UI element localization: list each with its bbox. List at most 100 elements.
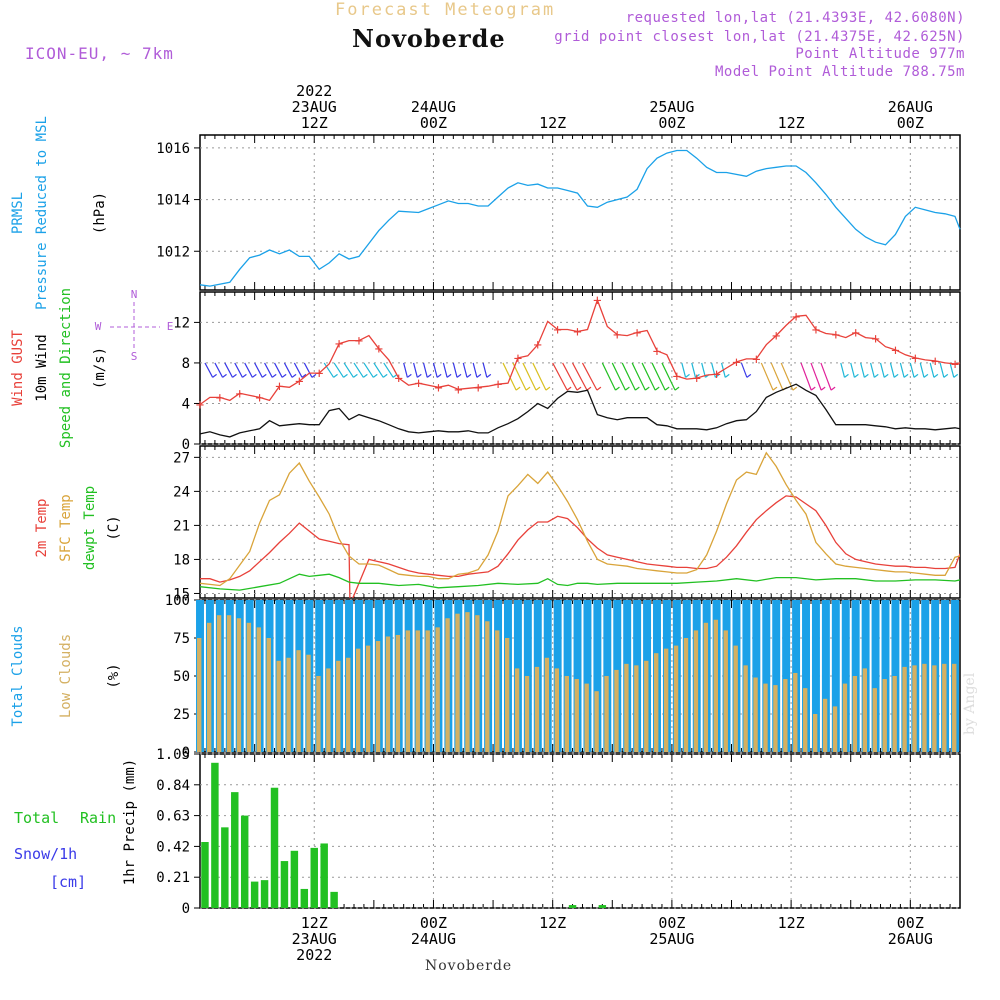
low-cloud-bar bbox=[415, 630, 420, 752]
wind-arrow bbox=[452, 362, 458, 378]
wind-arrow-head bbox=[222, 373, 227, 378]
wind-arrow bbox=[303, 362, 313, 378]
wind-arrow-head bbox=[933, 373, 939, 378]
wind-arrow-head bbox=[261, 373, 267, 378]
temp-unit: (C) bbox=[106, 515, 122, 540]
gust-marker: + bbox=[534, 338, 542, 354]
wind-arrow bbox=[442, 362, 448, 378]
low-cloud-bar bbox=[534, 666, 540, 752]
precip-bar bbox=[240, 815, 249, 908]
wind-arrow-head bbox=[674, 386, 680, 391]
wind-arrow bbox=[850, 362, 855, 378]
wind-arrow bbox=[691, 362, 697, 378]
low-cloud-bar bbox=[465, 612, 470, 752]
low-cloud-bar bbox=[286, 657, 291, 752]
wind-arrow-head bbox=[634, 386, 640, 391]
total-cloud-bar bbox=[782, 600, 791, 752]
pressure-unit: (hPa) bbox=[92, 192, 108, 234]
wind-arrow-head bbox=[596, 386, 602, 391]
wind-arrow bbox=[363, 362, 374, 378]
wind-arrow-head bbox=[301, 373, 307, 378]
wind-arrow-head bbox=[566, 386, 572, 391]
total-cloud-bar bbox=[762, 600, 771, 752]
gust-marker: + bbox=[275, 379, 283, 395]
wind-arrow bbox=[949, 362, 955, 378]
wind-arrow bbox=[462, 362, 468, 378]
total-cloud-bar bbox=[821, 600, 830, 752]
gust-marker: + bbox=[772, 329, 780, 345]
compass-s: S bbox=[131, 350, 138, 363]
temp-line-2m-temp bbox=[200, 495, 960, 598]
wind-arrow bbox=[403, 362, 408, 378]
low-cloud-bar bbox=[773, 685, 778, 752]
bottom-time-label: 12Z bbox=[778, 914, 805, 932]
low-cloud-bar bbox=[276, 660, 281, 752]
total-cloud-bar bbox=[831, 600, 840, 752]
wind-arrow-head bbox=[685, 373, 690, 378]
low-cloud-bar bbox=[654, 653, 659, 752]
low-cloud-bar bbox=[723, 630, 728, 752]
y-tick-label: 25 bbox=[173, 707, 190, 723]
wind-arrow-head bbox=[456, 373, 462, 378]
wind-label-10m: 10m Wind bbox=[34, 334, 50, 401]
wind-arrow bbox=[532, 362, 547, 391]
wind-arrow-head bbox=[291, 373, 297, 378]
gust-marker: + bbox=[573, 325, 581, 341]
gust-marker: + bbox=[891, 343, 899, 359]
bottom-time-label: 2022 bbox=[296, 946, 332, 964]
low-cloud-bar bbox=[514, 668, 520, 752]
wind-arrow-head bbox=[436, 373, 442, 378]
low-cloud-bar bbox=[733, 645, 738, 752]
low-cloud-bar bbox=[206, 622, 212, 752]
gust-marker: + bbox=[712, 367, 720, 383]
low-cloud-bar bbox=[574, 679, 579, 752]
wind-arrow-head bbox=[212, 373, 217, 378]
low-cloud-bar bbox=[693, 630, 699, 752]
low-cloud-bar bbox=[912, 665, 917, 752]
wind-arrow bbox=[254, 362, 263, 378]
low-cloud-bar bbox=[763, 683, 768, 752]
wind-arrow-head bbox=[664, 386, 670, 391]
wind-arrow bbox=[919, 362, 925, 378]
gust-marker: + bbox=[812, 322, 820, 338]
point-altitude: Point Altitude 977m bbox=[795, 46, 965, 62]
low-cloud-bar bbox=[544, 657, 550, 752]
low-cloud-bar bbox=[783, 679, 788, 752]
model-label: ICON-EU, ~ 7km bbox=[25, 44, 174, 63]
wind-arrow bbox=[273, 362, 283, 378]
wind-arrow-head bbox=[466, 373, 472, 378]
precip-unit: 1hr Precip (mm) bbox=[122, 759, 138, 885]
wind-label-gust: Wind GUST bbox=[10, 330, 26, 406]
low-cloud-bar bbox=[455, 613, 460, 752]
wind-arrow-head bbox=[281, 373, 287, 378]
top-time-label: 00Z bbox=[420, 114, 447, 132]
temp-line-sfc-temp bbox=[200, 451, 960, 587]
total-cloud-bar bbox=[772, 600, 781, 752]
wind-arrow-head bbox=[271, 373, 277, 378]
wind-arrow bbox=[283, 362, 293, 378]
wind-arrow bbox=[562, 362, 578, 391]
top-time-label: 26AUG bbox=[888, 98, 933, 116]
low-cloud-bar bbox=[405, 630, 411, 752]
y-tick-label: 0.21 bbox=[156, 870, 190, 886]
bottom-time-label: 26AUG bbox=[888, 930, 933, 948]
wind-arrow bbox=[373, 362, 384, 378]
pressure-label-1: PRMSL bbox=[10, 192, 26, 234]
wind-arrow-head bbox=[746, 373, 752, 378]
wind-arrow-head bbox=[844, 373, 849, 378]
wind-arrow-head bbox=[486, 373, 492, 378]
low-cloud-bar bbox=[216, 615, 222, 752]
bottom-time-label: 23AUG bbox=[292, 930, 337, 948]
wind-arrow-head bbox=[242, 373, 247, 378]
low-cloud-bar bbox=[584, 683, 589, 752]
top-time-label: 24AUG bbox=[411, 98, 456, 116]
wind-arrow-head bbox=[353, 373, 358, 378]
temp-label-sfc: SFC Temp bbox=[58, 494, 74, 561]
wind-arrow bbox=[422, 362, 428, 378]
precip-bar bbox=[270, 787, 279, 908]
low-cloud-bar bbox=[326, 668, 331, 752]
wind-arrow bbox=[770, 362, 784, 391]
precip-bar bbox=[310, 847, 318, 908]
gust-marker: + bbox=[931, 354, 939, 370]
wind-arrow bbox=[889, 362, 895, 378]
